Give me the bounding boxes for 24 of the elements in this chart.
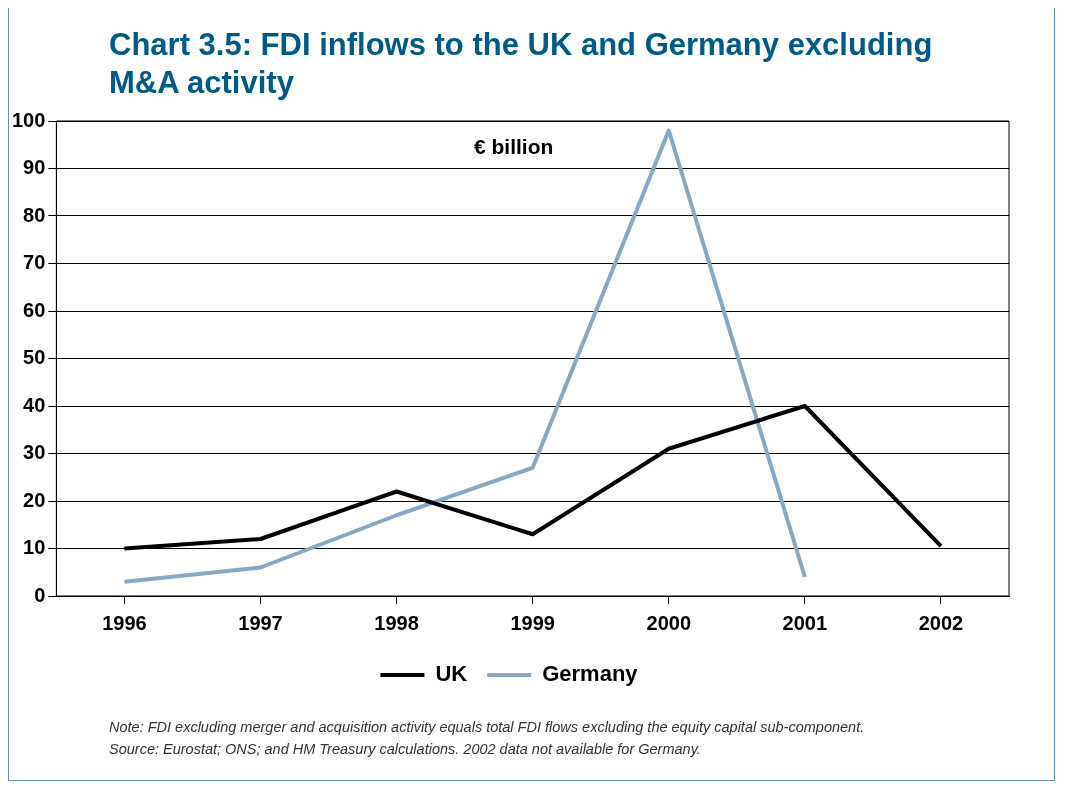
legend-label: Germany	[542, 661, 639, 687]
x-tick-label: 1999	[510, 611, 555, 634]
y-tick-label: 80	[23, 203, 46, 226]
y-tick-label: 60	[23, 298, 46, 321]
source-note: Source: Eurostat; ONS; and HM Treasury calculations. 2002 data not available for Germany.	[109, 740, 702, 759]
y-tick-label: 20	[23, 488, 46, 511]
y-tick-label: 100	[11, 108, 46, 131]
x-tick-label: 2002	[918, 611, 964, 634]
x-tick-label: 2001	[782, 611, 828, 634]
y-axis-title: € billion	[473, 134, 554, 158]
y-tick-label: 30	[23, 441, 46, 464]
x-tick-label: 1997	[238, 611, 283, 634]
y-tick-label: 70	[23, 251, 46, 274]
x-tick-label: 1998	[374, 611, 419, 634]
y-tick-label: 40	[23, 393, 46, 416]
x-tick-label: 1996	[102, 611, 147, 634]
y-tick-label: 90	[23, 156, 46, 179]
y-tick-label: 50	[23, 346, 46, 369]
text: Note: FDI excluding merger and acquisition activity equals total FDI flows excluding the equity capital sub-component.	[109, 718, 866, 737]
x-tick-label: 2000	[646, 611, 692, 634]
chart-title: Chart 3.5: FDI inflows to the UK and Germany excluding M&A activity	[108, 26, 934, 102]
y-tick-label: 10	[23, 536, 46, 559]
y-tick-label: 0	[34, 583, 46, 606]
legend-label: UK	[435, 661, 468, 687]
